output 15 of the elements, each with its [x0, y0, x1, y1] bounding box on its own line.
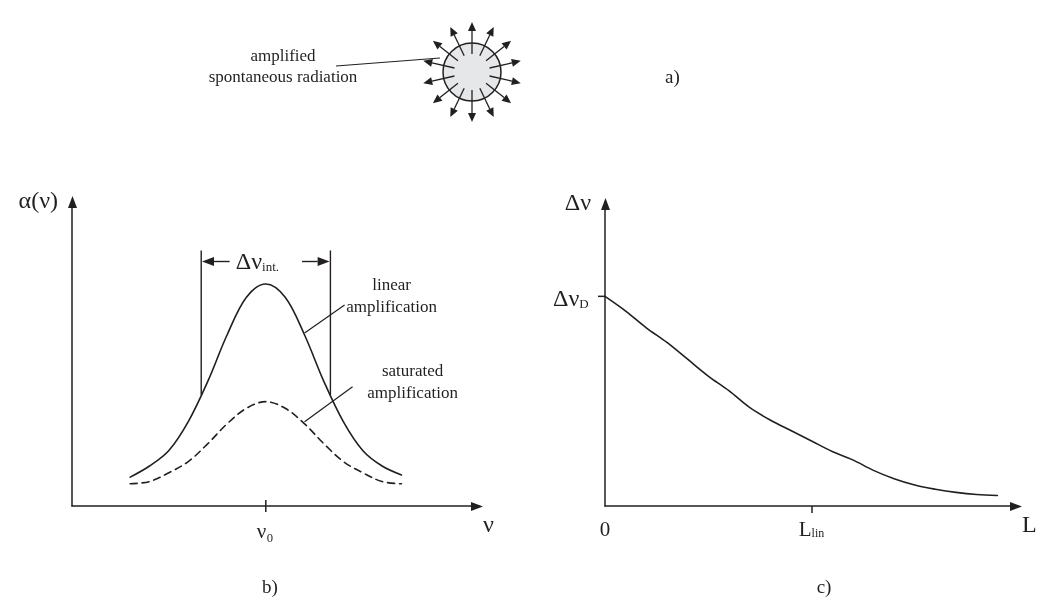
text: c): [816, 576, 832, 598]
x-axis-title: ν: [483, 511, 494, 537]
x-tick-label: 0: [599, 516, 611, 541]
text: saturated amplification: [367, 361, 459, 403]
text: ν₀: [256, 518, 274, 543]
y-axis-title: Δν: [564, 189, 592, 215]
x-axis-title: L: [1022, 511, 1037, 537]
y-axis-title: α(ν): [18, 187, 58, 213]
text: Δνint.: [235, 248, 280, 275]
text: amplified spontaneous radiation: [208, 46, 358, 86]
text: b): [262, 576, 278, 598]
annotation: ΔνD: [553, 285, 589, 312]
text: linear amplification: [346, 274, 438, 316]
x-tick-label: Llin: [798, 516, 825, 541]
text: a): [665, 66, 680, 88]
